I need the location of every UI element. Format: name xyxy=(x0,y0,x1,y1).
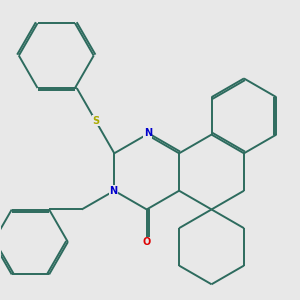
Text: N: N xyxy=(144,128,152,139)
Text: O: O xyxy=(142,237,151,247)
Text: S: S xyxy=(92,116,99,126)
Text: N: N xyxy=(109,186,117,196)
